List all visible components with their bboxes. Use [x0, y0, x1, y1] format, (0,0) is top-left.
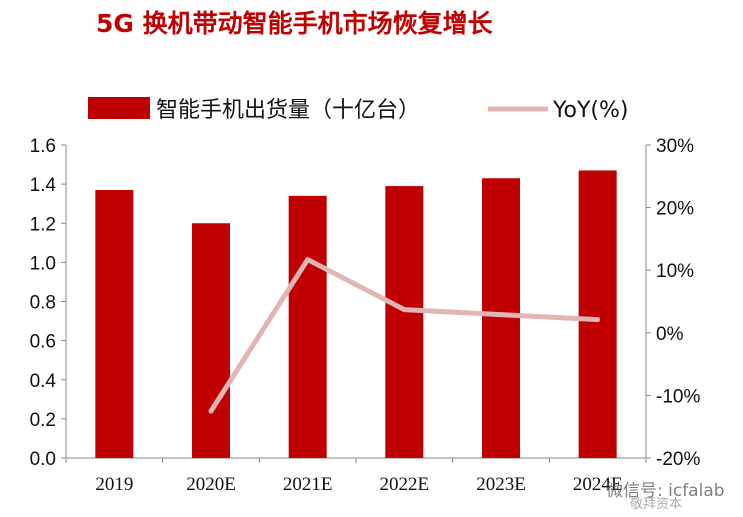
bar: [385, 186, 424, 459]
yoy-line-series: [208, 257, 601, 414]
y-left-tick-label: 1.4: [30, 175, 57, 196]
y-right-tick-label: -10%: [656, 386, 700, 407]
x-tick-label: 2022E: [380, 474, 430, 495]
y-left-tick-label: 0.2: [30, 410, 56, 431]
y-left-tick-label: 0.4: [30, 371, 57, 392]
x-tick-label: 2023E: [476, 474, 526, 495]
watermark-subtext: 敬拜资本: [630, 496, 682, 512]
y-right-tick-label: 20%: [656, 199, 694, 220]
legend-label-line: YoY(%): [552, 98, 629, 123]
legend-swatch-bar: [88, 97, 150, 119]
bar: [95, 189, 134, 458]
y-right-tick-label: -20%: [656, 449, 700, 470]
bar: [192, 223, 230, 458]
y-left-tick-label: 1.2: [30, 214, 56, 235]
y-right-tick-label: 30%: [656, 136, 694, 157]
y-right-tick-label: 0%: [656, 324, 684, 345]
bar-series: [95, 170, 617, 459]
axes: 0.0 0.2 0.4 0.6 0.8 1.0 1.2 1.4 1.6 -20% -10% 0% 10%…: [30, 136, 701, 495]
y-left-tick-label: 0.6: [30, 332, 56, 353]
watermark: 微信号: icfalab 敬拜资本: [606, 481, 725, 512]
x-tick-label: 2021E: [283, 474, 333, 495]
chart-title: 5G 换机带动智能手机市场恢复增长: [96, 9, 493, 38]
bar: [482, 178, 520, 458]
y-right-tick-label: 10%: [656, 261, 694, 282]
legend-label-bar: 智能手机出货量（十亿台）: [156, 98, 420, 123]
legend: 智能手机出货量（十亿台） YoY(%): [88, 97, 629, 123]
y-left-tick-label: 1.6: [30, 136, 56, 157]
x-tick-label: 2024E: [573, 474, 623, 495]
bar: [578, 170, 617, 458]
x-tick-label: 2020E: [186, 474, 236, 495]
y-left-tick-label: 0.8: [30, 293, 56, 314]
watermark-text: 微信号: icfalab: [606, 481, 725, 501]
bar: [288, 195, 327, 459]
x-tick-label: 2019: [95, 474, 133, 495]
y-left-tick-label: 0.0: [30, 449, 56, 470]
y-left-tick-label: 1.0: [30, 253, 56, 274]
